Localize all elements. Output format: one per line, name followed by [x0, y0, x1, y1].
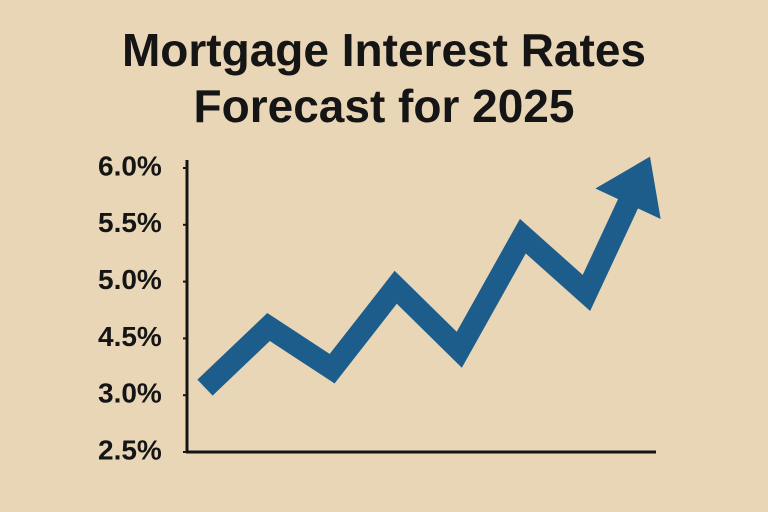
- arrow-head: [595, 156, 661, 219]
- y-tick-label: 6.0%: [98, 150, 162, 181]
- line: [197, 195, 640, 396]
- chart-title: Mortgage Interest Rates Forecast for 202…: [121, 24, 646, 132]
- y-tick-label: 3.0%: [98, 378, 162, 409]
- y-tick-label: 2.5%: [98, 434, 162, 465]
- y-tick-label: 5.5%: [98, 207, 162, 238]
- y-tick-label: 4.5%: [98, 321, 162, 352]
- y-tick-label: 5.0%: [98, 264, 162, 295]
